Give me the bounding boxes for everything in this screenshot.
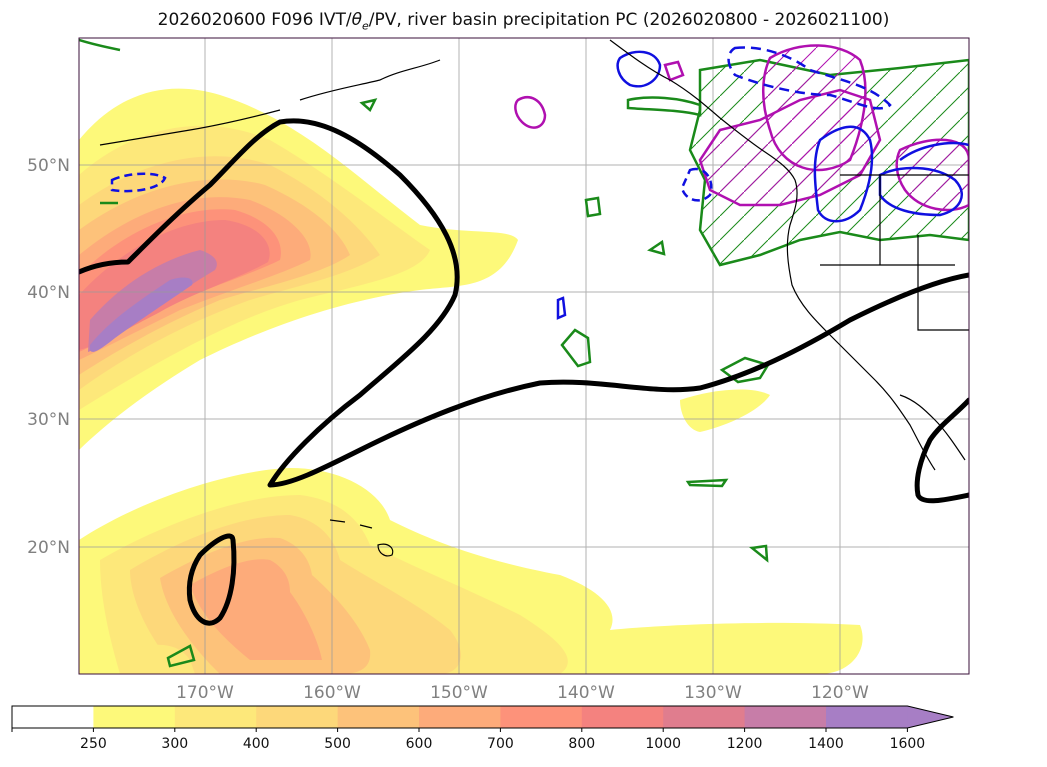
colorbar-label: 1600 [890, 736, 926, 752]
figure-title: 2026020600 F096 IVT/θe/PV, river basin p… [157, 10, 890, 33]
colorbar-label: 1200 [727, 736, 763, 752]
colorbar-label: 1400 [808, 736, 844, 752]
colorbar: 250 300 400 500 600 700 800 1000 1200 1400 1600 [11, 705, 954, 752]
colorbar-label: 700 [487, 736, 514, 752]
ivt-blob-east [680, 389, 770, 432]
colorbar-segment [93, 706, 176, 728]
map-panel [79, 38, 969, 674]
colorbar-outline [11, 705, 954, 729]
lat-label: 30°N [27, 410, 70, 430]
lat-label: 20°N [27, 538, 70, 558]
colorbar-label: 1000 [645, 736, 681, 752]
colorbar-segment [12, 706, 94, 728]
precip-hatched-region [688, 44, 969, 267]
lon-label: 120°W [811, 683, 869, 703]
lat-labels: 50°N 40°N 30°N 20°N [27, 156, 70, 558]
colorbar-segment [500, 706, 583, 728]
lon-labels: 170°W 160°W 150°W 140°W 130°W 120°W [176, 683, 869, 703]
colorbar-segment [744, 706, 827, 728]
colorbar-extend-arrow [907, 706, 954, 728]
colorbar-label: 800 [568, 736, 595, 752]
colorbar-segment [174, 706, 257, 728]
magenta-contours [514, 60, 685, 129]
colorbar-segment [826, 706, 908, 728]
colorbar-label: 250 [80, 736, 107, 752]
blue-contours [110, 46, 969, 320]
map-frame [78, 37, 970, 675]
lon-label: 160°W [303, 683, 361, 703]
ivt-plume-north [79, 88, 518, 450]
colorbar-label: 300 [161, 736, 188, 752]
colorbar-segment [419, 706, 501, 728]
green-contours [79, 38, 770, 668]
lon-label: 170°W [176, 683, 234, 703]
colorbar-segment [256, 706, 339, 728]
coastlines [99, 39, 969, 557]
colorbar-label: 400 [243, 736, 270, 752]
colorbar-segment [581, 706, 664, 728]
colorbar-segment [337, 706, 420, 728]
lon-label: 130°W [684, 683, 742, 703]
lat-label: 40°N [27, 283, 70, 303]
colorbar-segment [663, 706, 746, 728]
colorbar-label: 500 [324, 736, 351, 752]
thick-contours [79, 118, 969, 626]
lon-label: 140°W [557, 683, 615, 703]
ivt-plume-south [79, 468, 863, 674]
lon-label: 150°W [430, 683, 488, 703]
lat-label: 50°N [27, 156, 70, 176]
colorbar-label: 600 [406, 736, 433, 752]
